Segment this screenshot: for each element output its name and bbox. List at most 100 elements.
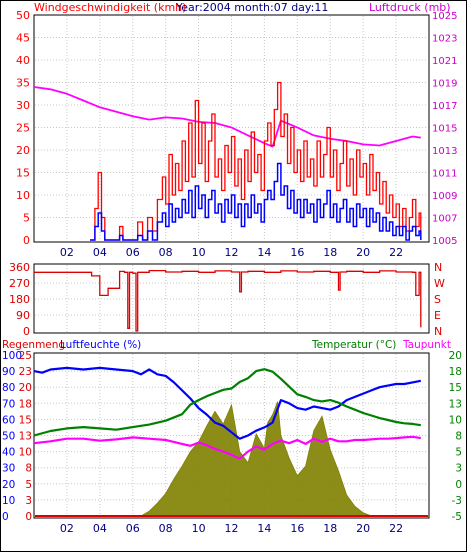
tick-labels: 5045403530252015105010251023102110191017… xyxy=(2,9,462,535)
wind-x-tick: 02 xyxy=(60,246,74,259)
wind-x-tick: 10 xyxy=(192,246,206,259)
direction-compass-tick: N xyxy=(434,325,442,338)
wind-y-tick: 35 xyxy=(16,77,30,90)
pressure-title: Luftdruck (mb) xyxy=(369,1,451,14)
humidity-y-tick: 100 xyxy=(2,350,22,362)
pressure-y-tick: 1017 xyxy=(432,101,457,112)
wind-y-tick: 45 xyxy=(16,32,30,45)
humidity-x-tick: 12 xyxy=(225,522,239,535)
rain-area xyxy=(34,401,429,517)
temperature-y-tick: -5 xyxy=(452,511,462,523)
humidity-y-tick: 60 xyxy=(2,414,15,426)
direction-compass-tick: S xyxy=(434,293,441,306)
temperature-y-tick: 20 xyxy=(449,350,462,362)
rain-y-tick: 8 xyxy=(25,463,32,475)
wind-x-tick: 06 xyxy=(126,246,140,259)
dewpoint-line xyxy=(33,435,421,460)
humidity-y-tick: 70 xyxy=(2,398,15,410)
wind-x-tick: 04 xyxy=(93,246,107,259)
series-layer xyxy=(33,81,429,517)
pressure-y-tick: 1005 xyxy=(432,236,457,247)
direction-compass-tick: E xyxy=(434,309,441,322)
humidity-y-tick: 40 xyxy=(2,447,15,459)
temperature-y-tick: 5 xyxy=(455,447,462,459)
humidity-y-tick: 90 xyxy=(2,366,15,378)
humidity-line xyxy=(33,366,422,440)
wind-x-tick: 14 xyxy=(257,246,271,259)
humidity-y-tick: 0 xyxy=(2,511,9,523)
temperature-y-tick: 10 xyxy=(449,414,462,426)
rain-y-tick: 3 xyxy=(25,495,32,507)
humidity-x-tick: 08 xyxy=(159,522,173,535)
direction-y-tick: 270 xyxy=(9,277,30,290)
temperature-y-tick: 13 xyxy=(449,398,462,410)
rain-y-tick: 5 xyxy=(25,479,32,491)
pressure-y-tick: 1009 xyxy=(432,191,457,202)
direction-compass-tick: N xyxy=(434,261,442,274)
humidity-title: Luftfeuchte (%) xyxy=(60,339,141,351)
temperature-y-tick: 15 xyxy=(449,382,462,394)
rain-y-tick: 18 xyxy=(19,398,32,410)
temperature-y-tick: 8 xyxy=(455,431,462,443)
wind-y-tick: 40 xyxy=(16,54,30,67)
humidity-x-tick: 14 xyxy=(257,522,271,535)
pressure-y-tick: 1019 xyxy=(432,79,457,90)
temperature-y-tick: -3 xyxy=(452,495,462,507)
humidity-y-tick: 20 xyxy=(2,479,15,491)
dewpoint-title: Taupunkt xyxy=(402,339,451,351)
pressure-y-tick: 1007 xyxy=(432,214,457,225)
humidity-y-tick: 80 xyxy=(2,382,15,394)
gust-line xyxy=(90,81,422,241)
humidity-x-tick: 18 xyxy=(323,522,337,535)
rain-y-tick: 20 xyxy=(19,382,32,394)
wind-x-tick: 18 xyxy=(323,246,337,259)
humidity-x-tick: 06 xyxy=(126,522,140,535)
wind-y-tick: 0 xyxy=(23,234,30,247)
pressure-y-tick: 1025 xyxy=(432,11,457,22)
temperature-y-tick: 0 xyxy=(455,479,462,491)
humidity-x-tick: 20 xyxy=(356,522,370,535)
rain-y-tick: 10 xyxy=(19,447,32,459)
wind-title: Windgeschwindigkeit (kmh) xyxy=(34,1,186,14)
humidity-x-tick: 10 xyxy=(192,522,206,535)
direction-compass-tick: W xyxy=(434,277,445,290)
wind-y-tick: 25 xyxy=(16,122,30,135)
humidity-y-tick: 10 xyxy=(2,495,15,507)
pressure-y-tick: 1015 xyxy=(432,124,457,135)
temperature-y-tick: 3 xyxy=(455,463,462,475)
date-label: Year:2004 month:07 day:11 xyxy=(175,1,328,14)
direction-line xyxy=(34,269,422,332)
pressure-line xyxy=(33,86,421,148)
pressure-y-tick: 1023 xyxy=(432,34,457,45)
pressure-y-tick: 1013 xyxy=(432,146,457,157)
pressure-y-tick: 1011 xyxy=(432,169,457,180)
temperature-y-tick: 18 xyxy=(449,366,462,378)
humidity-x-tick: 02 xyxy=(60,522,74,535)
rain-y-tick: 13 xyxy=(19,431,32,443)
pressure-y-tick: 1021 xyxy=(432,56,457,67)
direction-y-tick: 180 xyxy=(9,293,30,306)
wind-x-tick: 12 xyxy=(225,246,239,259)
wind-y-tick: 15 xyxy=(16,167,30,180)
temperature-title: Temperatur (°C) xyxy=(311,339,396,351)
rain-y-tick: 25 xyxy=(19,350,32,362)
wind-y-tick: 30 xyxy=(16,99,30,112)
wind-y-tick: 50 xyxy=(16,9,30,22)
direction-y-tick: 360 xyxy=(9,261,30,274)
rain-y-tick: 23 xyxy=(19,366,32,378)
rain-title: Regenmeng xyxy=(2,339,65,351)
wind-y-tick: 10 xyxy=(16,189,30,202)
rain-y-tick: 15 xyxy=(19,414,32,426)
direction-y-tick: 90 xyxy=(16,309,30,322)
wind-y-tick: 20 xyxy=(16,144,30,157)
temperature-line xyxy=(33,368,421,437)
humidity-y-tick: 50 xyxy=(2,431,15,443)
humidity-x-tick: 22 xyxy=(389,522,403,535)
wind-x-tick: 08 xyxy=(159,246,173,259)
humidity-y-tick: 30 xyxy=(2,463,15,475)
wind-y-tick: 5 xyxy=(23,212,30,225)
rain-y-tick: 0 xyxy=(25,511,32,523)
humidity-x-tick: 04 xyxy=(93,522,107,535)
wind-x-tick: 22 xyxy=(389,246,403,259)
